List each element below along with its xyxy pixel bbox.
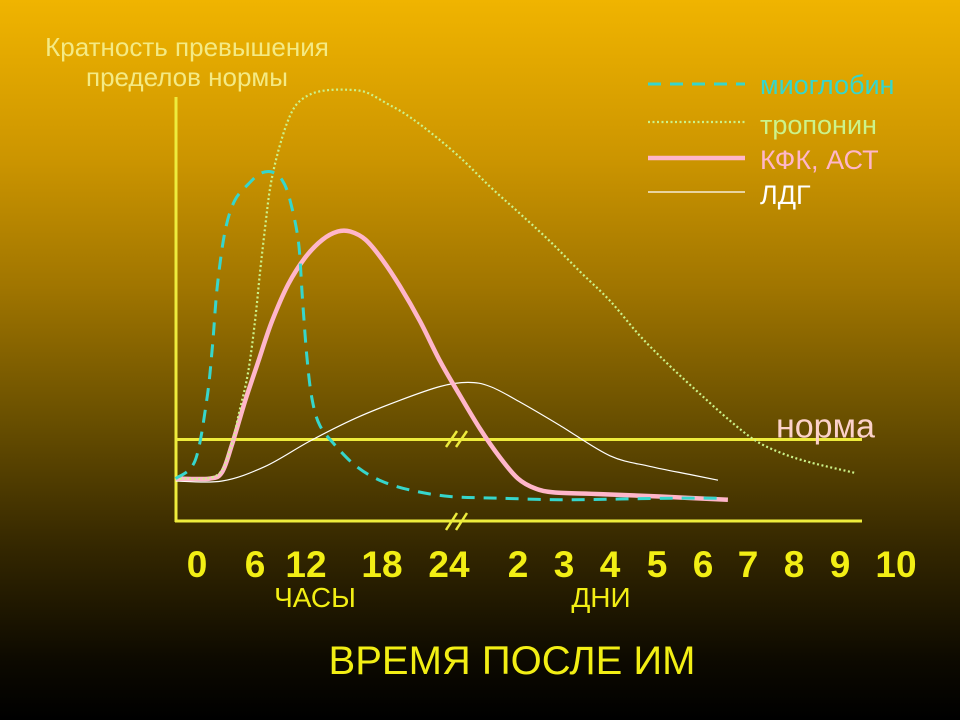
x-tick-label: 3 bbox=[554, 544, 575, 585]
norm-label: норма bbox=[776, 408, 875, 446]
legend-item: тропонин bbox=[648, 110, 877, 140]
legend-label: миоглобин bbox=[760, 70, 894, 100]
x-tick-label: 18 bbox=[361, 544, 402, 585]
x-tick-label: 12 bbox=[285, 544, 326, 585]
x-tick-label: 6 bbox=[245, 544, 266, 585]
x-axis-title: ВРЕМЯ ПОСЛЕ ИМ bbox=[329, 639, 696, 683]
series-line-4 bbox=[175, 381, 719, 483]
axis-break-mark bbox=[454, 430, 469, 448]
legend-label: ЛДГ bbox=[760, 180, 811, 210]
legend: миоглобин тропонин КФК, АСТ ЛДГ bbox=[648, 70, 894, 210]
legend-label: тропонин bbox=[760, 110, 877, 140]
x-tick-label: 9 bbox=[830, 544, 851, 585]
x-tick-label: 24 bbox=[428, 544, 470, 585]
y-axis-label-line-2: пределов нормы bbox=[86, 62, 288, 92]
x-tick-label: 7 bbox=[738, 544, 759, 585]
days-segment-label: ДНИ bbox=[571, 582, 630, 613]
y-axis-label-line-1: Кратность превышения bbox=[45, 32, 329, 62]
series-line-1 bbox=[174, 169, 720, 502]
legend-item: миоглобин bbox=[648, 70, 894, 100]
x-tick-label: 8 bbox=[784, 544, 805, 585]
x-tick-label: 0 bbox=[187, 544, 208, 585]
x-tick-label: 2 bbox=[508, 544, 529, 585]
x-tick-label: 10 bbox=[875, 544, 916, 585]
axis-break-mark bbox=[444, 430, 459, 448]
legend-label: КФК, АСТ bbox=[760, 145, 879, 175]
series-line-2 bbox=[175, 88, 856, 481]
legend-item: ЛДГ bbox=[648, 180, 811, 210]
hours-segment-label: ЧАСЫ bbox=[274, 582, 356, 613]
x-tick-label: 4 bbox=[600, 544, 621, 585]
x-tick-label: 6 bbox=[693, 544, 714, 585]
x-tick-label: 5 bbox=[647, 544, 668, 585]
axis-break-marks bbox=[444, 430, 469, 531]
x-tick-labels: 0 6 12 18 24 2 3 4 5 6 7 8 9 10 bbox=[187, 544, 917, 585]
axis-break-mark bbox=[454, 512, 469, 531]
series-layer bbox=[174, 88, 856, 503]
legend-item: КФК, АСТ bbox=[648, 145, 879, 175]
axis-break-mark bbox=[444, 512, 459, 531]
series-line-3 bbox=[175, 228, 728, 503]
